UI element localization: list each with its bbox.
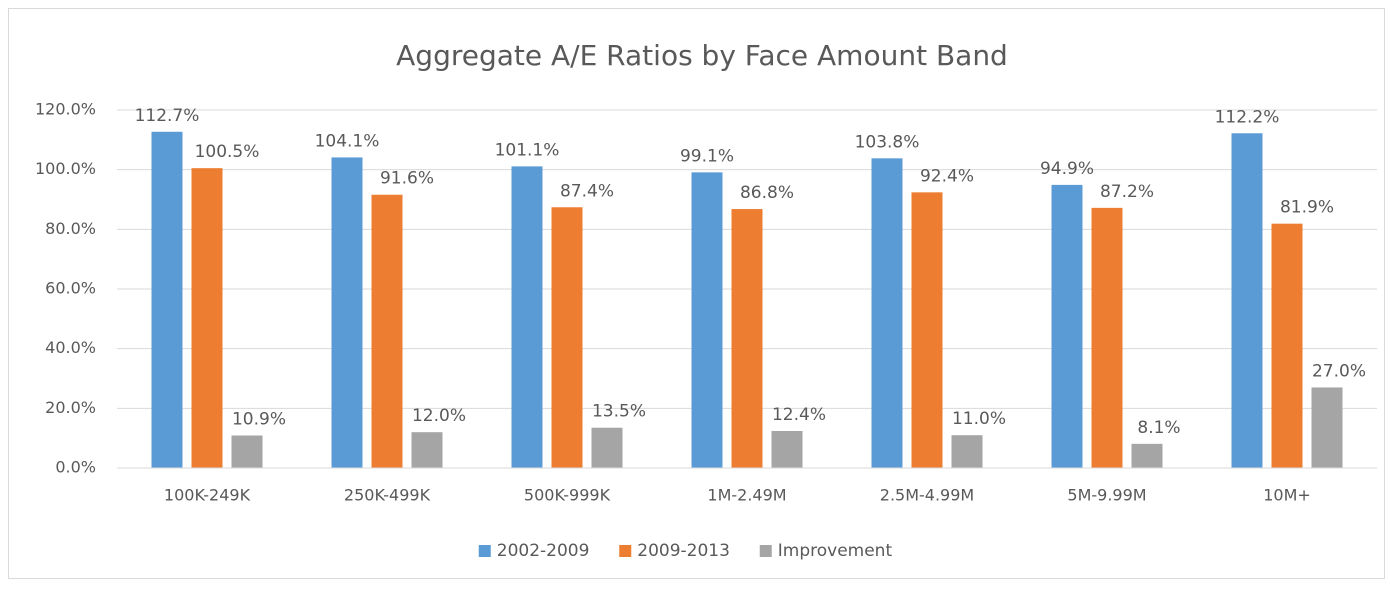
legend-swatch: [478, 545, 491, 557]
y-tick-label: 100.0%: [35, 159, 96, 178]
y-tick-label: 120.0%: [35, 100, 96, 119]
bar: [771, 431, 803, 468]
data-label: 91.6%: [380, 169, 434, 189]
bar: [691, 172, 723, 468]
y-tick-label: 40.0%: [45, 338, 96, 357]
chart-title: Aggregate A/E Ratios by Face Amount Band: [396, 39, 1008, 72]
bar: [331, 157, 363, 468]
bar: [371, 194, 403, 468]
bar: [731, 209, 763, 468]
bar: [591, 427, 623, 468]
x-tick-label: 2.5M-4.99M: [880, 486, 974, 505]
bar: [1311, 387, 1343, 468]
data-label: 10.9%: [232, 409, 286, 429]
data-label: 11.0%: [952, 409, 1006, 429]
data-label: 99.1%: [680, 146, 734, 166]
bar: [1051, 184, 1083, 469]
y-tick-label: 80.0%: [45, 219, 96, 238]
data-label: 104.1%: [315, 131, 380, 151]
x-tick-label: 250K-499K: [344, 486, 431, 505]
bar: [1271, 223, 1303, 468]
data-label: 13.5%: [592, 402, 646, 422]
data-label: 103.8%: [855, 132, 920, 152]
x-tick-label: 100K-249K: [164, 486, 251, 505]
data-label: 87.2%: [1100, 182, 1154, 202]
data-label: 100.5%: [195, 142, 260, 162]
data-label: 112.7%: [135, 106, 200, 126]
bar: [911, 192, 943, 468]
bar: [1131, 443, 1163, 468]
x-tick-label: 500K-999K: [524, 486, 611, 505]
legend-label: 2002-2009: [497, 541, 590, 561]
x-tick-label: 5M-9.99M: [1067, 486, 1146, 505]
legend-label: 2009-2013: [637, 541, 730, 561]
x-tick-label: 10M+: [1263, 486, 1311, 505]
legend-label: Improvement: [778, 541, 893, 561]
data-label: 86.8%: [740, 183, 794, 203]
legend-swatch: [759, 545, 772, 557]
bar: [151, 131, 183, 469]
bar: [551, 207, 583, 469]
bar: [231, 435, 263, 468]
data-label: 8.1%: [1137, 418, 1180, 438]
bar: [1091, 207, 1123, 468]
bar: [411, 432, 443, 468]
bar: [511, 166, 543, 468]
data-label: 94.9%: [1040, 159, 1094, 179]
bar: [871, 158, 903, 468]
legend-swatch: [619, 545, 632, 557]
data-label: 101.1%: [495, 140, 560, 160]
y-tick-label: 0.0%: [55, 458, 96, 477]
x-tick-label: 1M-2.49M: [707, 486, 786, 505]
data-label: 92.4%: [920, 166, 974, 186]
data-label: 27.0%: [1312, 361, 1366, 381]
bar: [951, 435, 983, 468]
data-label: 12.0%: [412, 406, 466, 426]
bar: [191, 168, 223, 469]
bar: [1231, 133, 1263, 468]
y-tick-label: 60.0%: [45, 279, 96, 298]
y-tick-label: 20.0%: [45, 398, 96, 417]
data-label: 87.4%: [560, 181, 614, 201]
data-label: 12.4%: [772, 405, 826, 425]
data-label: 112.2%: [1215, 107, 1280, 127]
data-label: 81.9%: [1280, 198, 1334, 218]
